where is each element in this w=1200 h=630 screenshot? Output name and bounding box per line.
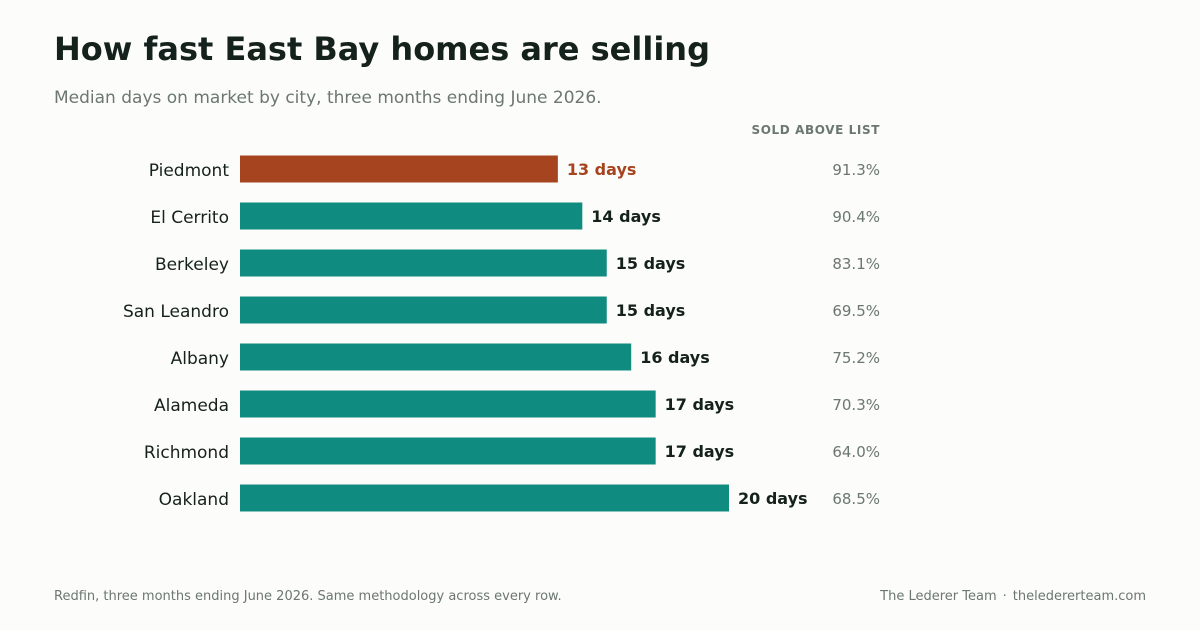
category-label: Oakland xyxy=(159,490,229,510)
data-label: 15 days xyxy=(616,301,686,320)
chart-title: How fast East Bay homes are selling xyxy=(54,30,710,68)
category-label: El Cerrito xyxy=(150,208,229,228)
data-label: 16 days xyxy=(640,348,710,367)
data-label: 20 days xyxy=(738,489,808,508)
category-label: San Leandro xyxy=(123,302,229,322)
brand-name: The Lederer Team xyxy=(880,589,997,604)
category-label: Alameda xyxy=(154,396,229,416)
bar xyxy=(240,296,607,324)
data-label: 14 days xyxy=(591,207,661,226)
sold-above-list-value: 69.5% xyxy=(832,302,880,320)
sold-above-list-value: 68.5% xyxy=(832,490,880,508)
category-label: Berkeley xyxy=(155,255,229,275)
bar xyxy=(240,155,558,183)
bar xyxy=(240,343,632,371)
category-label: Piedmont xyxy=(149,161,230,181)
brand-website: theledererteam.com xyxy=(1012,589,1146,604)
bar xyxy=(240,437,656,465)
data-label: 15 days xyxy=(616,254,686,273)
category-label: Richmond xyxy=(144,443,229,463)
chart-subtitle: Median days on market by city, three mon… xyxy=(54,88,602,108)
footer-brand: The Lederer Team · theledererteam.com xyxy=(880,589,1146,604)
sold-above-list-value: 83.1% xyxy=(832,255,880,273)
bar xyxy=(240,484,729,512)
category-label: Albany xyxy=(171,349,229,369)
sold-above-list-value: 64.0% xyxy=(832,443,880,461)
bar xyxy=(240,390,656,418)
data-label: 17 days xyxy=(665,395,735,414)
source-note: Redfin, three months ending June 2026. S… xyxy=(54,589,562,604)
sold-above-list-value: 70.3% xyxy=(832,396,880,414)
sold-above-list-value: 75.2% xyxy=(832,349,880,367)
data-label: 13 days xyxy=(567,160,637,179)
sold-above-list-value: 91.3% xyxy=(832,161,880,179)
bar xyxy=(240,202,583,230)
sold-above-list-column-header: SOLD ABOVE LIST xyxy=(751,123,880,137)
data-label: 17 days xyxy=(665,442,735,461)
footer-separator: · xyxy=(1002,589,1007,604)
sold-above-list-value: 90.4% xyxy=(832,208,880,226)
bar xyxy=(240,249,607,277)
